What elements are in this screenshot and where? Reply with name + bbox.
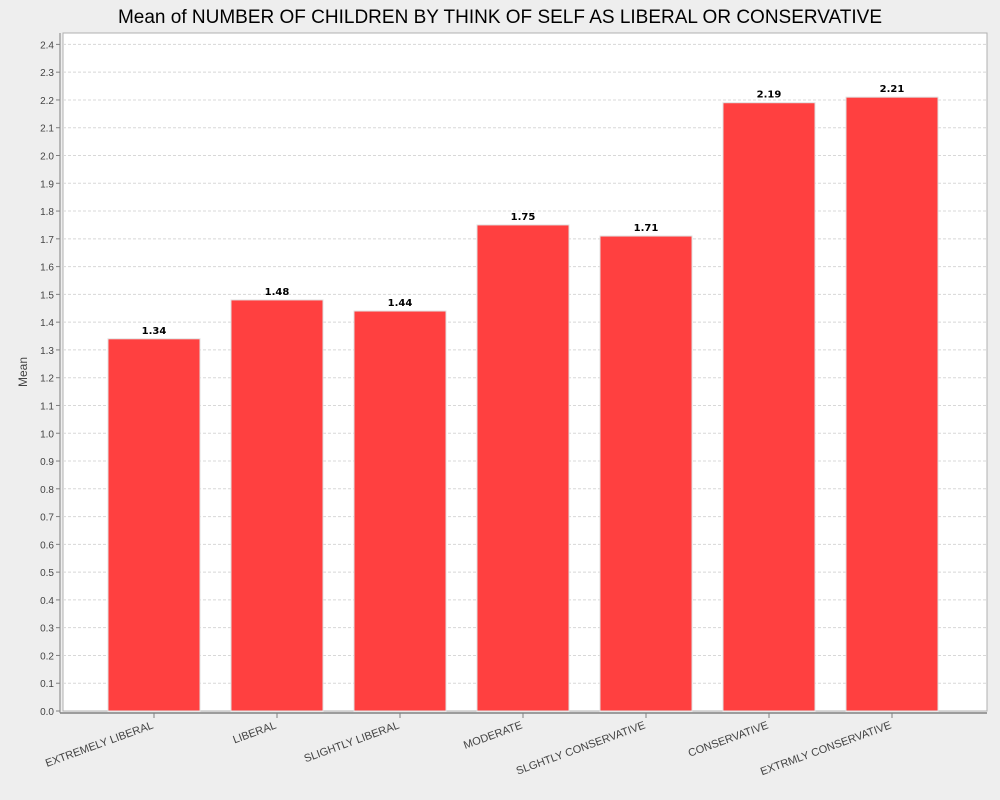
bar-value-label: 2.19 xyxy=(757,90,782,101)
y-tick-label: 2.0 xyxy=(40,152,54,163)
bar-value-label: 1.34 xyxy=(142,326,167,337)
y-tick-label: 1.9 xyxy=(40,179,54,190)
y-tick-label: 0.1 xyxy=(40,679,54,690)
y-tick-label: 0.9 xyxy=(40,457,54,468)
bar xyxy=(599,235,693,712)
y-tick-label: 1.6 xyxy=(40,263,54,274)
y-tick-label: 0.8 xyxy=(40,485,54,496)
bars xyxy=(107,96,939,712)
y-tick-label: 0.0 xyxy=(40,707,54,718)
chart-title: Mean of NUMBER OF CHILDREN BY THINK OF S… xyxy=(118,7,882,28)
y-tick-label: 2.3 xyxy=(40,68,54,79)
bar xyxy=(107,338,201,712)
y-axis-ticks: 0.0 0.1 0.2 0.3 0.4 0.5 0.6 0.7 0.8 0.9 1.0 1.1 1.2 1… xyxy=(40,40,60,718)
bar xyxy=(722,102,816,712)
y-tick-label: 0.6 xyxy=(40,540,54,551)
bar xyxy=(845,96,939,712)
bar xyxy=(353,310,447,712)
bar xyxy=(230,299,324,712)
bar-value-label: 1.71 xyxy=(634,223,659,234)
y-tick-label: 1.3 xyxy=(40,346,54,357)
y-tick-label: 1.5 xyxy=(40,290,54,301)
bar-value-labels: 1.34 1.48 1.44 1.75 1.71 2.19 2.21 xyxy=(142,84,905,337)
y-tick-label: 1.2 xyxy=(40,374,54,385)
y-tick-label: 0.3 xyxy=(40,624,54,635)
y-tick-label: 0.5 xyxy=(40,568,54,579)
y-tick-label: 2.1 xyxy=(40,124,54,135)
y-tick-label: 0.4 xyxy=(40,596,54,607)
y-tick-label: 1.7 xyxy=(40,235,54,246)
bar xyxy=(476,224,570,712)
y-axis-label: Mean xyxy=(16,357,30,387)
bar-value-label: 1.44 xyxy=(388,298,413,309)
y-tick-label: 1.4 xyxy=(40,318,54,329)
y-tick-label: 1.1 xyxy=(40,401,54,412)
y-tick-label: 0.2 xyxy=(40,651,54,662)
y-tick-label: 2.4 xyxy=(40,40,54,51)
y-tick-label: 1.8 xyxy=(40,207,54,218)
bar-value-label: 2.21 xyxy=(880,84,905,95)
y-tick-label: 0.7 xyxy=(40,513,54,524)
bar-value-label: 1.75 xyxy=(511,212,536,223)
bar-value-label: 1.48 xyxy=(265,287,290,298)
y-tick-label: 2.2 xyxy=(40,96,54,107)
y-tick-label: 1.0 xyxy=(40,429,54,440)
